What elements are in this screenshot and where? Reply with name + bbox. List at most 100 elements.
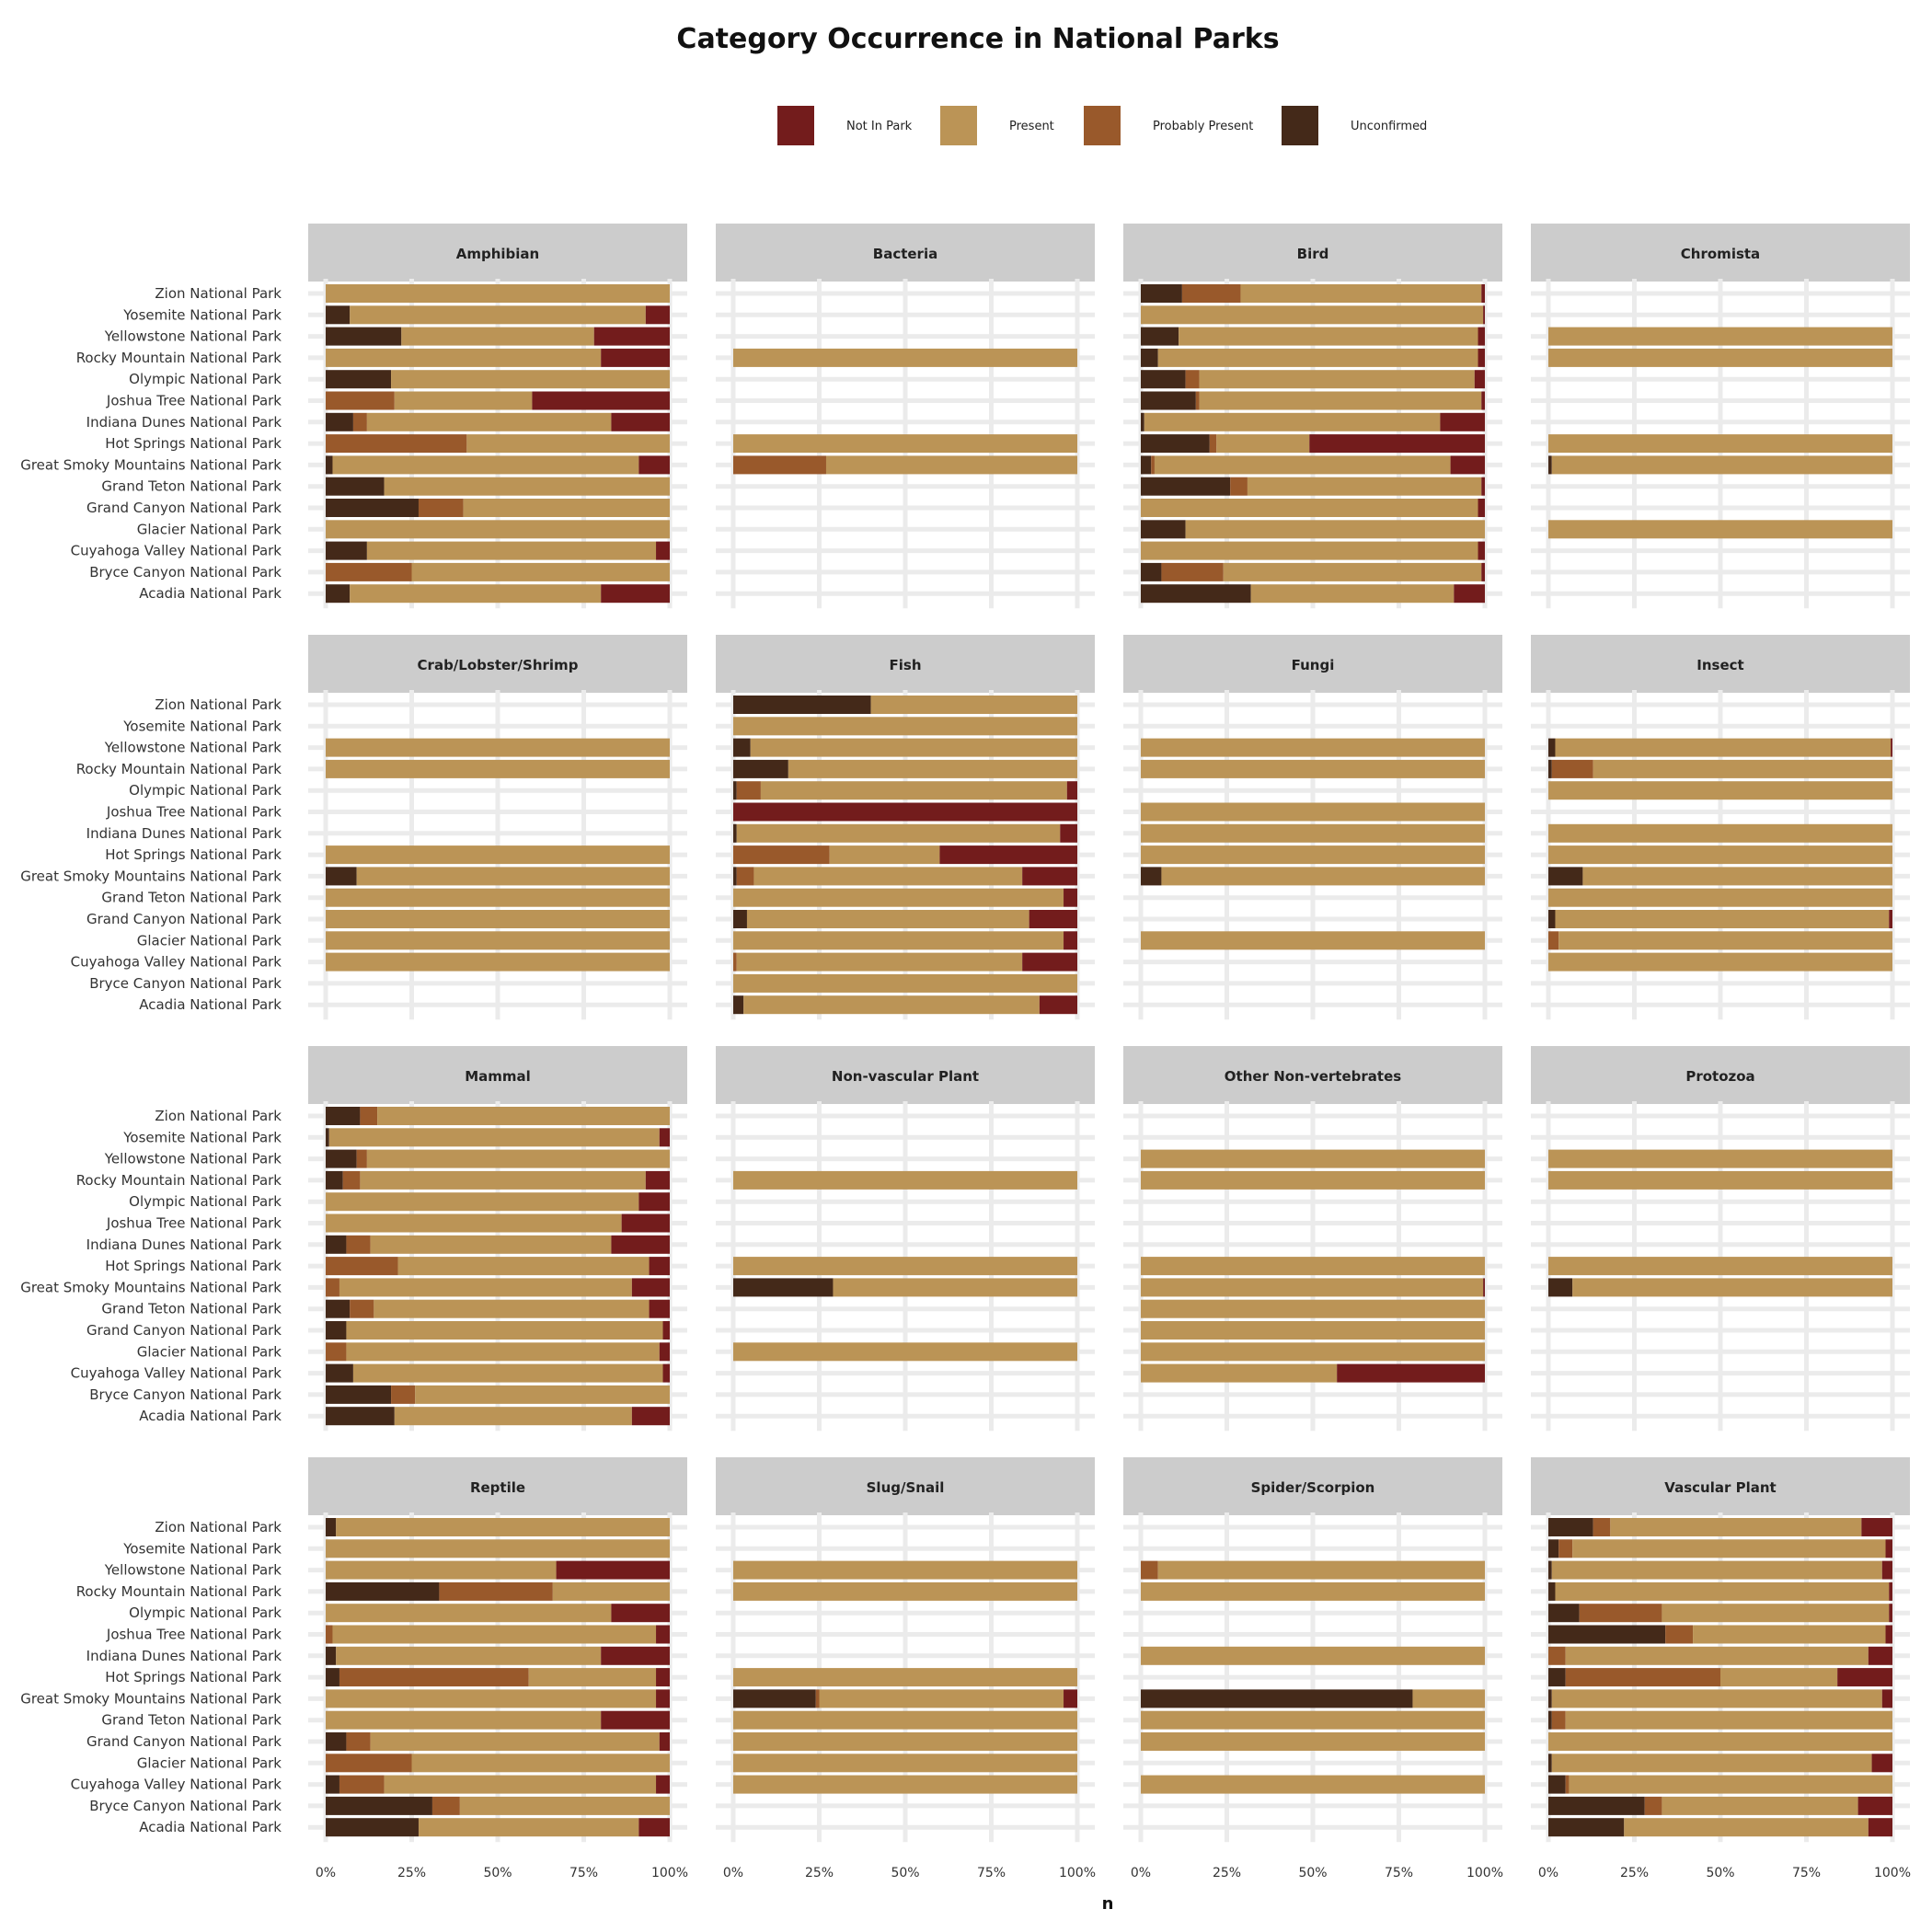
- bar-segment-pp: [326, 391, 395, 410]
- bar-segment-pr: [377, 1107, 670, 1125]
- bar-segment-pr: [736, 823, 1061, 843]
- bar-segment-un: [733, 823, 737, 843]
- bar-segment-pp: [1665, 1625, 1694, 1644]
- bar-segment-pp: [1551, 1710, 1566, 1730]
- bar-segment-nip: [1881, 1689, 1892, 1708]
- bar-segment-pr: [339, 1278, 632, 1297]
- bar-segment-nip: [1481, 391, 1485, 410]
- bar-segment-pr: [733, 348, 1077, 367]
- y-tick-label: Yosemite National Park: [122, 1540, 282, 1557]
- bar-segment-nip: [1309, 434, 1485, 454]
- facet-strip-label: Chromista: [1681, 246, 1760, 262]
- bar-segment-pr: [352, 1363, 663, 1383]
- bar-segment-pr: [733, 1342, 1077, 1362]
- bar-segment-pp: [1161, 562, 1224, 581]
- bar-segment-nip: [1483, 1278, 1485, 1297]
- bar-segment-pr: [1141, 1581, 1485, 1601]
- y-tick-label: Grand Teton National Park: [101, 1301, 282, 1317]
- y-tick-label: Hot Springs National Park: [105, 846, 282, 863]
- legend: Not In Park Present Probably Present Unconf…: [777, 106, 1427, 145]
- bar-segment-nip: [611, 1235, 670, 1254]
- bar-segment-nip: [659, 1128, 670, 1147]
- bar-segment-pr: [418, 1818, 639, 1837]
- bar-segment-pr: [1551, 1560, 1882, 1580]
- bar-segment-pr: [1572, 1539, 1886, 1558]
- facet-strip: [1123, 1046, 1502, 1104]
- x-tick-label: 100%: [1874, 1866, 1911, 1880]
- bar-segment-pp: [1209, 434, 1217, 454]
- bar-segment-pr: [1593, 759, 1892, 778]
- facet-strip: [1123, 635, 1502, 693]
- facet-panel: Other Non-vertebrates: [1123, 1046, 1502, 1432]
- bar-segment-pp: [1551, 759, 1593, 778]
- bar-segment-nip: [621, 1213, 670, 1233]
- bar-segment-nip: [649, 1299, 670, 1318]
- facet-strip-label: Mammal: [465, 1068, 531, 1085]
- bar-segment-pr: [1199, 391, 1482, 410]
- bar-segment-pr: [753, 867, 1023, 886]
- bar-segment-nip: [939, 845, 1077, 865]
- bar-segment-pr: [370, 1732, 660, 1751]
- y-tick-label: Grand Canyon National Park: [86, 500, 282, 516]
- x-tick-label: 50%: [1706, 1866, 1734, 1880]
- bar-segment-pp: [1195, 391, 1200, 410]
- bar-segment-pr: [1141, 1321, 1485, 1340]
- y-tick-label: Yellowstone National Park: [104, 740, 282, 756]
- bar-segment-pr: [746, 910, 1029, 928]
- facet-strip: [1123, 224, 1502, 282]
- y-tick-label: Zion National Park: [155, 1108, 282, 1124]
- bar-segment-un: [1548, 1625, 1666, 1644]
- bar-segment-nip: [631, 1407, 670, 1426]
- legend-label-pr: Present: [1009, 120, 1054, 133]
- bar-segment-un: [326, 1732, 347, 1751]
- bar-segment-un: [1141, 1689, 1413, 1708]
- bar-segment-pr: [1141, 499, 1478, 517]
- bar-segment-un: [326, 1385, 392, 1404]
- y-tick-label: Olympic National Park: [129, 371, 282, 387]
- bar-segment-pr: [1548, 348, 1892, 367]
- bar-segment-pp: [326, 1257, 398, 1276]
- bar-segment-un: [326, 1775, 339, 1794]
- bar-segment-pr: [1141, 1775, 1485, 1794]
- bar-segment-pp: [1548, 1646, 1566, 1665]
- y-tick-label: Hot Springs National Park: [105, 435, 282, 452]
- x-tick-label: 50%: [483, 1866, 512, 1880]
- bar-segment-pr: [370, 1235, 612, 1254]
- bar-segment-pr: [1548, 823, 1892, 843]
- y-tick-label: Zion National Park: [155, 1519, 282, 1535]
- bar-segment-pr: [733, 1560, 1077, 1580]
- bar-segment-un: [326, 1646, 337, 1665]
- bar-segment-pr: [326, 759, 670, 778]
- bar-segment-pr: [326, 888, 670, 907]
- y-tick-label: Yellowstone National Park: [104, 328, 282, 345]
- bar-segment-pr: [1141, 1342, 1485, 1362]
- bar-segment-pr: [733, 1732, 1077, 1751]
- bar-segment-pr: [1185, 520, 1485, 539]
- bar-segment-un: [326, 1581, 440, 1601]
- bar-segment-pp: [350, 1299, 374, 1318]
- facet-panel: Fungi: [1123, 635, 1502, 1020]
- facet-strip: [1123, 1457, 1502, 1515]
- bar-segment-pr: [1141, 802, 1485, 822]
- bar-segment-pr: [391, 370, 670, 389]
- bar-segment-nip: [601, 1646, 670, 1665]
- y-tick-label: Bryce Canyon National Park: [89, 975, 282, 992]
- y-tick-label: Joshua Tree National Park: [106, 393, 282, 409]
- bar-segment-pr: [528, 1668, 657, 1687]
- bar-segment-pp: [733, 455, 826, 475]
- bar-segment-nip: [1478, 499, 1485, 517]
- facet-panel: Bacteria: [716, 224, 1095, 609]
- facet-strip: [716, 224, 1095, 282]
- y-tick-label: Olympic National Park: [129, 782, 282, 799]
- y-tick-label: Glacier National Park: [137, 1343, 282, 1360]
- legend-key-pr: [940, 106, 977, 145]
- bar-segment-pr: [1569, 1775, 1892, 1794]
- y-tick-label: Hot Springs National Park: [105, 1669, 282, 1685]
- bar-segment-pr: [346, 1342, 660, 1362]
- bar-segment-pp: [339, 1668, 529, 1687]
- bar-segment-un: [1141, 370, 1186, 389]
- bar-segment-nip: [733, 802, 1077, 822]
- bar-segment-nip: [532, 391, 670, 410]
- bar-segment-pr: [788, 759, 1077, 778]
- bar-segment-nip: [656, 1625, 670, 1644]
